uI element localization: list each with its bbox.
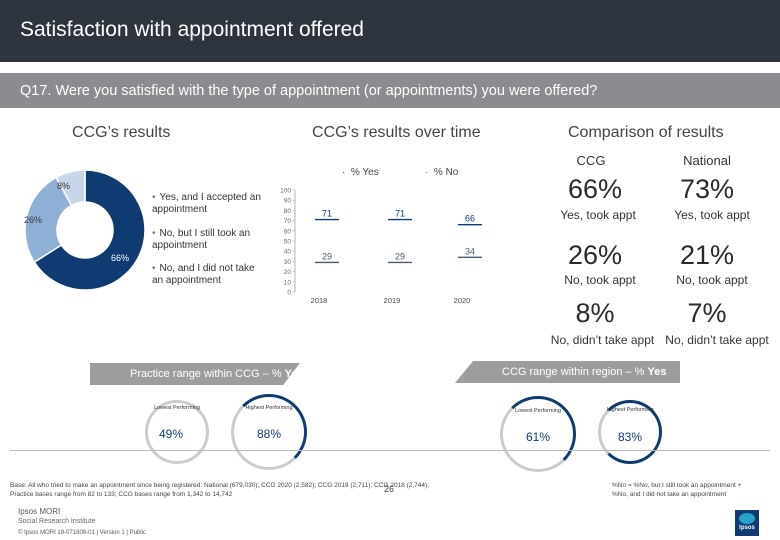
y-tick-label: 40 <box>284 249 292 256</box>
donut-slice-no-not-took <box>55 169 86 207</box>
line-legend-no: · % No <box>425 167 459 178</box>
national-no-not-took-label: No, didn’t take appt <box>665 333 769 347</box>
donut-label-8: 8% <box>57 181 71 191</box>
region-highest-value: 83% <box>617 430 643 444</box>
data-label-no-2019: 29 <box>395 251 405 261</box>
region-highest-label: Highest Performing <box>606 407 654 413</box>
x-tick-label: 2019 <box>384 296 401 305</box>
ccg-yes-pct: 66% <box>567 174 623 204</box>
data-label-yes-2020: 66 <box>465 214 475 224</box>
ccg-no-not-took-label: No, didn’t take appt <box>550 333 655 347</box>
col-head-ccg: CCG <box>576 153 606 168</box>
y-tick-label: 30 <box>284 259 292 266</box>
footer-divider <box>10 450 770 451</box>
data-label-yes-2018: 71 <box>322 209 332 219</box>
line-chart: 0 10 20 30 40 50 60 70 80 90 100 2018 2019 2020 71 71 66… <box>280 188 482 305</box>
practice-range-bar <box>90 363 300 385</box>
practice-lowest-circle <box>145 400 209 464</box>
ccg-yes-label: Yes, took appt <box>560 208 636 222</box>
brand-subtitle: Social Research Institute <box>18 518 96 525</box>
y-tick-label: 80 <box>284 208 292 215</box>
question-text: Q17. Were you satisfied with the type of… <box>20 83 598 99</box>
y-tick-label: 60 <box>284 228 292 235</box>
title-bar <box>0 0 780 62</box>
copyright: © Ipsos MORI 19-071809-01 | Version 1 | … <box>18 530 146 536</box>
national-yes-pct: 73% <box>679 174 735 204</box>
brand-name: Ipsos MORI <box>18 507 61 516</box>
donut-slice-yes <box>33 169 146 291</box>
donut-label-26: 26% <box>24 215 43 225</box>
comparison-heading: Comparison of results <box>568 124 724 141</box>
y-tick-label: 0 <box>287 290 291 297</box>
region-lowest-circle <box>500 396 576 472</box>
y-tick-label: 70 <box>284 218 292 225</box>
national-no-took-pct: 21% <box>679 240 735 270</box>
practice-range-title: Practice range within CCG – % Yes <box>130 368 304 380</box>
data-label-no-2018: 29 <box>322 251 332 261</box>
practice-highest-label: Highest Performing <box>245 405 293 411</box>
x-tick-label: 2018 <box>311 296 328 305</box>
footer-base: Base: All who tried to make an appointme… <box>10 482 429 498</box>
page-number: 26 <box>384 484 395 494</box>
donut-chart <box>24 169 146 291</box>
over-time-heading: CCG’s results over time <box>312 124 481 141</box>
y-tick-label: 90 <box>284 198 292 205</box>
national-no-not-took-pct: 7% <box>687 298 727 328</box>
region-lowest-label: Lowest Performing <box>515 408 561 414</box>
ipsos-logo: Ipsos <box>735 510 759 536</box>
donut-legend-no-took: No, but I still took an appointment <box>152 228 272 252</box>
national-yes-label: Yes, took appt <box>674 208 750 222</box>
page-title: Satisfaction with appointment offered <box>20 18 364 41</box>
ccg-no-not-took-pct: 8% <box>575 298 615 328</box>
col-head-national: National <box>683 153 731 168</box>
data-label-no-2020: 34 <box>465 246 475 256</box>
y-tick-label: 50 <box>284 239 292 246</box>
ccg-no-took-label: No, took appt <box>564 273 636 287</box>
national-no-took-label: No, took appt <box>676 273 748 287</box>
practice-lowest-label: Lowest Performing <box>154 405 200 411</box>
region-range-bar <box>455 361 680 383</box>
donut-label-66: 66% <box>111 253 130 263</box>
donut-slice-no-took <box>24 176 73 264</box>
y-tick-label: 10 <box>284 279 292 286</box>
ccg-no-took-pct: 26% <box>567 240 623 270</box>
ipsos-logo-circle <box>739 513 755 524</box>
donut-legend-yes: Yes, and I accepted an appointment <box>152 192 272 216</box>
x-tick-label: 2020 <box>454 296 471 305</box>
practice-lowest-value: 49% <box>158 427 184 441</box>
practice-highest-value: 88% <box>256 427 282 441</box>
ccg-results-heading: CCG’s results <box>72 124 171 141</box>
line-legend-yes: · % Yes <box>342 167 379 178</box>
region-range-title: CCG range within region – % Yes <box>502 366 667 378</box>
region-highest-circle <box>598 400 662 464</box>
footer-note: %No = %No, but I still took an appointme… <box>612 482 742 498</box>
data-label-yes-2019: 71 <box>395 209 405 219</box>
region-lowest-value: 61% <box>525 430 551 444</box>
y-tick-label: 100 <box>280 188 291 195</box>
practice-highest-circle <box>231 394 307 470</box>
y-tick-label: 20 <box>284 269 292 276</box>
question-bar <box>0 73 780 108</box>
donut-legend-no-not-took: No, and I did not take an appointment <box>152 263 267 287</box>
ipsos-logo-text: Ipsos <box>739 525 755 531</box>
